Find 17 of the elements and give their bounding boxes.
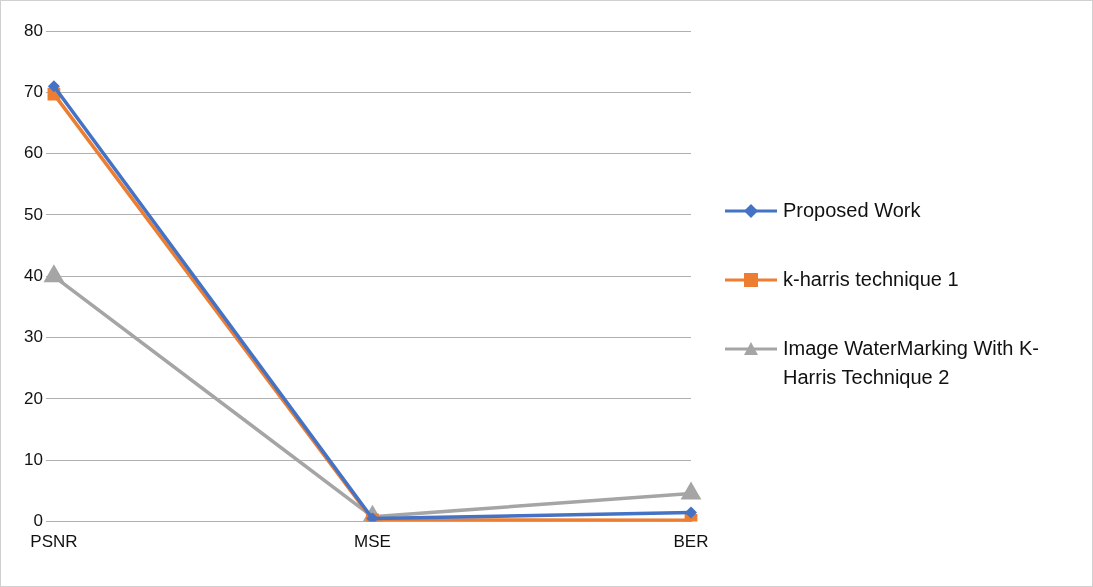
y-tick-label: 50 bbox=[23, 204, 43, 224]
point bbox=[43, 264, 65, 283]
x-tick-label: PSNR bbox=[30, 532, 78, 552]
point bbox=[680, 481, 702, 500]
y-tick-label: 60 bbox=[23, 143, 43, 163]
legend-label: Proposed Work bbox=[783, 197, 921, 223]
y-tick-label: 30 bbox=[23, 327, 43, 347]
y-tick-label: 20 bbox=[23, 388, 43, 408]
y-tick-label: 10 bbox=[23, 449, 43, 469]
y-tick-label: 80 bbox=[23, 20, 43, 40]
y-tick-label: 0 bbox=[33, 511, 43, 531]
y-tick-label: 40 bbox=[23, 265, 43, 285]
legend-label: Image WaterMarking With K-Harris Technique 2 bbox=[783, 335, 1040, 390]
x-tick-label: BER bbox=[673, 532, 709, 552]
x-tick-label: MSE bbox=[354, 532, 391, 552]
legend-label: k-harris technique 1 bbox=[783, 266, 959, 292]
y-tick-label: 70 bbox=[23, 82, 43, 102]
